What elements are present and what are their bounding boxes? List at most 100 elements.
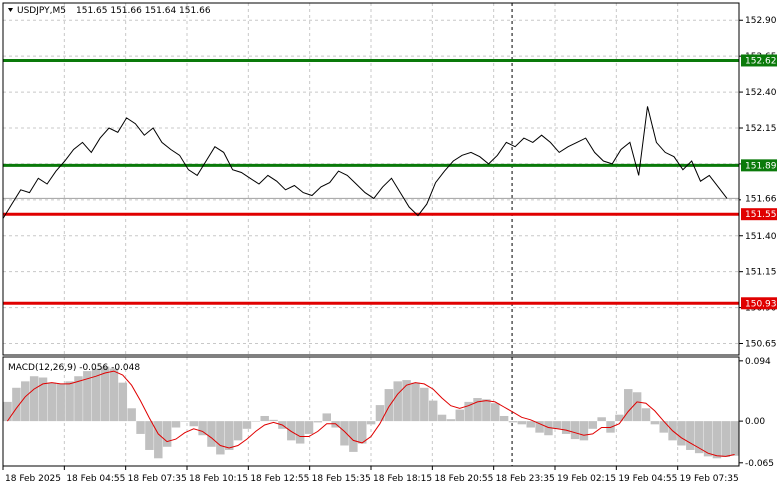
macd-histogram-bar (712, 421, 722, 459)
macd-histogram-bar (65, 381, 74, 422)
price-series (2, 106, 728, 219)
macd-histogram-bar (260, 415, 269, 422)
macd-histogram-bar (517, 421, 527, 425)
macd-tick-label: 0.094 (745, 357, 771, 367)
macd-histogram-bar (393, 381, 402, 422)
time-tick-label: 18 Feb 23:35 (496, 474, 555, 484)
macd-histogram-bar (74, 376, 83, 422)
macd-histogram-bar (703, 421, 713, 457)
macd-histogram-bar (171, 421, 181, 428)
macd-histogram-bar (570, 421, 580, 440)
macd-tick-label: -0.065 (745, 459, 774, 469)
macd-histogram-bar (189, 421, 198, 427)
time-tick-label: 19 Feb 02:15 (557, 474, 616, 484)
level-lines (3, 58, 739, 305)
macd-histogram-bar (287, 421, 296, 441)
price-tick-label: 150.65 (745, 340, 777, 350)
macd-histogram-bar (12, 387, 21, 422)
macd-histogram-bar (358, 421, 367, 444)
macd-histogram-bar (579, 421, 589, 441)
macd-histogram-bar (233, 421, 243, 441)
macd-histogram-bar (56, 383, 65, 422)
macd-histogram-bar (641, 408, 651, 422)
macd-histogram-bar (588, 421, 598, 429)
macd-histogram-bar (162, 421, 172, 447)
macd-histogram-bar (650, 421, 660, 425)
macd-histogram-bar (180, 421, 190, 422)
macd-histogram-bar (455, 409, 465, 422)
macd-histogram-bar (694, 421, 704, 454)
time-tick-label: 18 Feb 12:55 (250, 474, 309, 484)
price-tick-label: 151.15 (745, 268, 777, 278)
macd-histogram-bar (437, 414, 447, 422)
macd-histogram-bar (251, 421, 261, 422)
macd-histogram-bar (482, 399, 491, 422)
price-tick-label: 151.40 (745, 232, 777, 242)
macd-histogram-bar (3, 401, 12, 422)
macd-histogram-bar (295, 421, 305, 444)
macd-signal-line (6, 370, 735, 457)
macd-histogram-bar (402, 380, 411, 422)
price-pane-frame (2, 2, 740, 356)
macd-histogram-bar (446, 419, 456, 422)
level-tag-label: 152.62 (745, 56, 777, 66)
macd-histogram-bar (597, 417, 606, 422)
macd-histogram-bar (242, 421, 252, 429)
macd-histogram-bar (544, 421, 553, 436)
macd-histogram-bar (473, 398, 482, 422)
macd-histogram-bar (526, 421, 535, 428)
level-tag (741, 54, 777, 67)
macd-histogram-bar (499, 415, 509, 422)
macd-histogram-bar (198, 421, 207, 436)
macd-histogram-bar (659, 421, 668, 433)
time-tick-label: 18 Feb 10:15 (189, 474, 248, 484)
macd-histogram-bar (224, 421, 234, 450)
macd-histogram-bar (428, 400, 438, 422)
time-tick-label: 18 Feb 2025 (5, 474, 61, 484)
macd-histogram-bar (269, 419, 278, 422)
macd-histogram-bar (615, 414, 624, 422)
current-price-tag (741, 192, 777, 205)
time-tick-label: 18 Feb 04:55 (66, 474, 125, 484)
macd-histogram-bar (411, 382, 420, 422)
macd-histogram-bar (38, 377, 48, 422)
macd-histogram-bar (366, 421, 376, 425)
level-tag-label: 151.89 (745, 161, 777, 171)
time-tick-label: 19 Feb 07:35 (680, 474, 739, 484)
ohlc-values: 151.65 151.66 151.64 151.66 (76, 6, 211, 16)
macd-histogram-bar (349, 421, 358, 452)
macd-histogram-bar (216, 421, 225, 455)
macd-histogram-bar (721, 421, 731, 458)
level-tag (741, 208, 777, 221)
macd-histogram-bar (47, 382, 57, 422)
time-tick-label: 18 Feb 07:35 (128, 474, 187, 484)
level-tag-label: 150.93 (745, 299, 777, 309)
price-tick-label: 152.15 (745, 124, 777, 134)
macd-axis: 0.094 0.00 -0.065 (739, 357, 774, 469)
macd-histogram-bar (553, 421, 562, 429)
macd-histogram-bar (420, 387, 429, 422)
level-tag (741, 159, 777, 172)
macd-histogram-bar (136, 421, 145, 434)
macd-histogram-bar (83, 371, 92, 422)
time-axis: 18 Feb 2025 18 Feb 04:55 18 Feb 07:35 18 Fe… (2, 466, 739, 484)
chart-menu-arrow-icon[interactable] (8, 8, 13, 12)
macd-histogram-bar (304, 421, 314, 434)
macd-histogram-bar (624, 389, 633, 422)
macd-histogram-bar (340, 421, 349, 446)
macd-histogram-bar (686, 421, 695, 450)
macd-histogram-bar (91, 368, 101, 422)
macd-histogram-bar (322, 413, 331, 422)
level-tag-label: 151.55 (745, 210, 777, 220)
level-tag (741, 297, 777, 310)
time-tick-label: 18 Feb 15:35 (312, 474, 371, 484)
macd-histogram-bar (491, 403, 500, 422)
macd-histogram-bar (561, 421, 571, 434)
macd-histogram-bar (384, 389, 394, 422)
time-tick-label: 18 Feb 18:15 (373, 474, 432, 484)
macd-histogram-bar (109, 368, 119, 422)
macd-histogram-bar (632, 392, 642, 422)
macd-histogram-bar (464, 401, 473, 422)
price-tick-label: 152.40 (745, 88, 777, 98)
